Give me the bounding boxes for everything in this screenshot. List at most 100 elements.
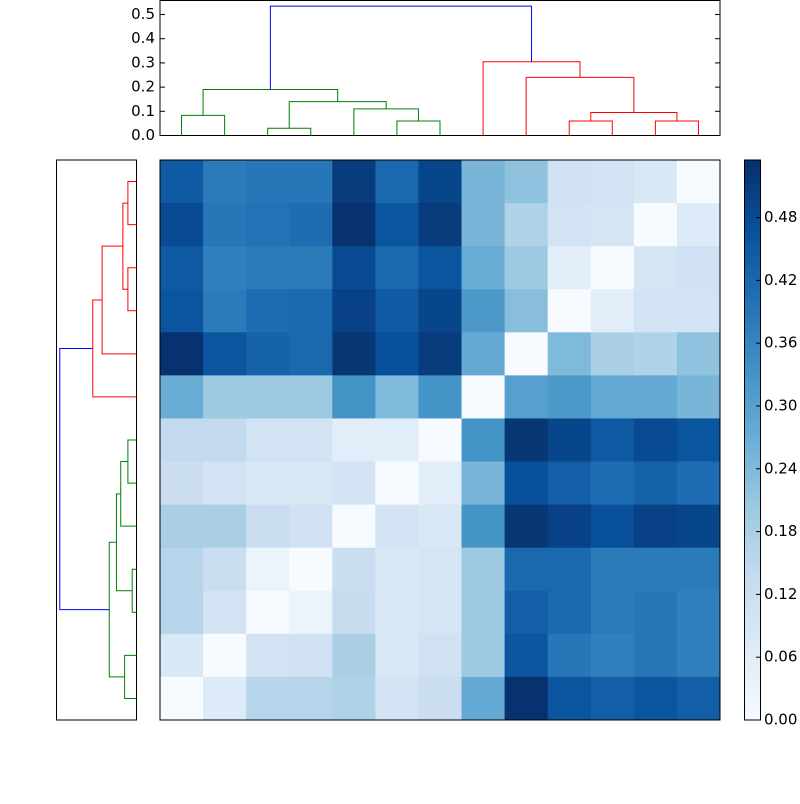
heatmap-cell (676, 289, 721, 333)
heatmap-cell (547, 590, 592, 635)
heatmap-cell (633, 418, 678, 463)
heatmap-cell (504, 504, 549, 549)
heatmap-cell (418, 418, 463, 463)
colorbar-tick-label: 0.36 (764, 334, 797, 352)
heatmap-cell (375, 676, 419, 721)
heatmap-cell (375, 418, 419, 463)
heatmap-cell (332, 418, 376, 463)
heatmap-cell (160, 203, 204, 247)
colorbar-tick-label: 0.06 (764, 648, 797, 666)
heatmap-cell (203, 289, 247, 333)
colorbar-tick-label: 0.18 (764, 522, 797, 540)
heatmap-cell (590, 547, 635, 592)
y-tick-label: 0.0 (131, 126, 155, 144)
colorbar-frame (744, 159, 761, 721)
heatmap-cell (547, 375, 592, 419)
heatmap-cell (633, 246, 678, 290)
top-dendrogram-link (568, 120, 613, 136)
left-dendrogram-link (101, 245, 137, 355)
colorbar (744, 160, 760, 720)
heatmap-cell (676, 676, 721, 721)
heatmap-cell (590, 418, 635, 463)
y-tick-label: 0.1 (131, 102, 155, 120)
heatmap-cell (160, 160, 204, 204)
heatmap-cell (246, 461, 290, 506)
top-dendrogram-link (525, 76, 635, 136)
heatmap-cell (375, 633, 419, 678)
heatmap-cell (633, 676, 678, 721)
heatmap-cell (160, 590, 204, 635)
heatmap-cell (590, 461, 635, 506)
left-dendrogram-link (131, 568, 137, 613)
heatmap-cell (504, 418, 549, 463)
heatmap-cell (461, 633, 506, 678)
heatmap-cell (332, 332, 376, 376)
heatmap-cell (461, 375, 506, 419)
heatmap-cell (676, 461, 721, 506)
heatmap-cell (418, 332, 463, 376)
heatmap-cell (203, 504, 247, 549)
heatmap-cell (676, 504, 721, 549)
left-dendrogram-link (122, 202, 128, 290)
heatmap-cell (590, 332, 635, 376)
heatmap-cell (289, 461, 333, 506)
heatmap-cell (289, 590, 333, 635)
heatmap-cell (461, 676, 506, 721)
y-tick-label: 0.2 (131, 78, 155, 96)
heatmap-cell (504, 160, 549, 204)
heatmap-cell (676, 332, 721, 376)
left-dendrogram-link (115, 493, 133, 592)
heatmap-cell (633, 461, 678, 506)
heatmap-cell (590, 375, 635, 419)
heatmap-cell (461, 160, 506, 204)
heatmap-cell (160, 504, 204, 549)
heatmap-cell (633, 504, 678, 549)
heatmap-cell (590, 590, 635, 635)
heatmap-cell (289, 203, 333, 247)
heatmap-cell (332, 203, 376, 247)
heatmap-cell (160, 633, 204, 678)
left-dendrogram-link (127, 267, 137, 312)
left-dendrogram-link (127, 439, 137, 484)
heatmap-cell (289, 160, 333, 204)
colorbar-tick-label: 0.30 (764, 396, 797, 414)
heatmap-cell (418, 633, 463, 678)
heatmap-cell (676, 246, 721, 290)
heatmap-cell (418, 590, 463, 635)
heatmap-cell (375, 203, 419, 247)
heatmap-cell (246, 203, 290, 247)
colorbar-tick-label: 0.24 (764, 459, 797, 477)
heatmap-cell (590, 246, 635, 290)
heatmap-cell (246, 418, 290, 463)
heatmap-cell (203, 246, 247, 290)
heatmap-cell (246, 547, 290, 592)
heatmap-cell (375, 332, 419, 376)
heatmap-cell (504, 590, 549, 635)
heatmap-cell (504, 676, 549, 721)
heatmap-cell (504, 203, 549, 247)
heatmap-cell (590, 633, 635, 678)
heatmap-cell (246, 590, 290, 635)
heatmap-cell (418, 676, 463, 721)
top-dendrogram-frame (159, 0, 721, 136)
heatmap-cell (547, 547, 592, 592)
heatmap-cell (203, 203, 247, 247)
y-tick-label: 0.4 (131, 29, 155, 47)
top-dendrogram-link (267, 127, 312, 136)
left-dendrogram-link (108, 541, 125, 678)
heatmap-cell (289, 246, 333, 290)
heatmap-cell (246, 633, 290, 678)
heatmap-cell (676, 418, 721, 463)
heatmap-cell (547, 504, 592, 549)
heatmap-cell (332, 590, 376, 635)
heatmap-cell (633, 590, 678, 635)
heatmap-cell (246, 676, 290, 721)
heatmap-cell (332, 633, 376, 678)
heatmap-cell (375, 504, 419, 549)
heatmap-cell (418, 160, 463, 204)
heatmap-cell (418, 289, 463, 333)
heatmap-cell (332, 289, 376, 333)
heatmap-cell (332, 461, 376, 506)
left-dendrogram-link (124, 654, 137, 699)
heatmap-cell (289, 676, 333, 721)
